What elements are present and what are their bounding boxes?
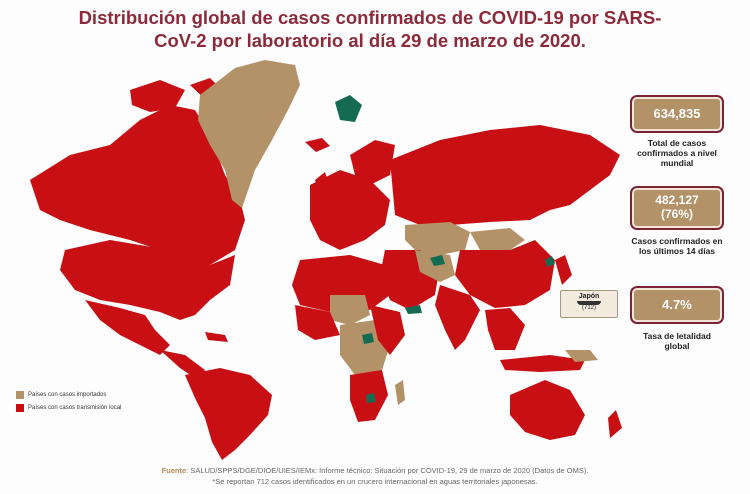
legend-item-imported: Países con casos importados bbox=[16, 391, 121, 399]
north-america bbox=[30, 78, 245, 380]
canada-alaska bbox=[30, 105, 245, 265]
stat-box-recent: 482,127 (76%) bbox=[630, 186, 724, 230]
russia-asia bbox=[380, 125, 620, 372]
iceland bbox=[305, 138, 330, 152]
footer-source-label: Fuente bbox=[161, 466, 187, 475]
africa-no-cases bbox=[362, 333, 374, 344]
title-line-1: Distribución global de casos confirmados… bbox=[78, 7, 662, 28]
legend-swatch-imported bbox=[16, 391, 24, 399]
australia bbox=[510, 380, 585, 440]
stat-lethality-value: 4.7% bbox=[662, 297, 692, 312]
stat-recent-label: Casos confirmados en los últimos 14 días bbox=[631, 236, 723, 256]
china bbox=[455, 240, 555, 308]
stat-recent-percent: (76%) bbox=[660, 207, 693, 221]
ship-icon bbox=[577, 301, 601, 305]
central-america bbox=[160, 350, 205, 380]
stat-lethality-label: Tasa de letalidad global bbox=[643, 331, 711, 351]
southern-africa-no-cases bbox=[366, 393, 376, 403]
east-africa bbox=[370, 305, 405, 355]
footer-note: *Se reportan 712 casos identificados en … bbox=[212, 477, 538, 486]
stat-box-lethality: 4.7% bbox=[630, 286, 724, 324]
legend-label-imported: Países con casos importados bbox=[28, 392, 107, 398]
central-asia-no-cases bbox=[430, 255, 445, 266]
yemen-no-cases bbox=[405, 305, 422, 314]
oceania bbox=[510, 380, 622, 440]
legend-item-local: Países con casos transmisión local bbox=[16, 404, 121, 412]
world-map bbox=[30, 60, 622, 460]
southeast-asia bbox=[485, 308, 525, 350]
north-korea-no-cases bbox=[545, 256, 555, 267]
stat-total-value: 634,835 bbox=[653, 106, 701, 121]
map-legend: Países con casos importados Países con c… bbox=[16, 391, 121, 417]
japan-callout: Japón (712) bbox=[560, 290, 618, 318]
stat-total-label: Total de casos confirmados a nivel mundi… bbox=[637, 138, 717, 168]
south-america-land bbox=[185, 368, 272, 460]
africa bbox=[292, 255, 405, 422]
west-africa bbox=[295, 305, 340, 340]
japan-count: (712) bbox=[581, 305, 596, 311]
usa bbox=[60, 240, 235, 320]
japan-name: Japón bbox=[578, 293, 600, 300]
page-title: Distribución global de casos confirmados… bbox=[30, 6, 710, 52]
stat-box-total: 634,835 bbox=[630, 95, 724, 133]
legend-label-local: Países con casos transmisión local bbox=[28, 405, 122, 411]
title-line-2: CoV-2 por laboratorio al día 29 de marzo… bbox=[154, 30, 586, 51]
new-guinea bbox=[565, 350, 598, 362]
arctic-islands bbox=[130, 78, 222, 112]
new-zealand bbox=[608, 410, 622, 438]
sahel bbox=[330, 295, 370, 325]
mexico bbox=[85, 300, 170, 355]
scandinavia bbox=[350, 140, 395, 185]
russia bbox=[390, 125, 620, 225]
stat-recent-value: 482,127 bbox=[655, 193, 699, 207]
footer-source: Fuente: SALUD/SPPS/DGE/DIOE/UIES/IEMx: I… bbox=[0, 466, 750, 475]
madagascar bbox=[395, 380, 405, 405]
kazakhstan bbox=[405, 222, 470, 255]
footer-source-text: : SALUD/SPPS/DGE/DIOE/UIES/IEMx: Informe… bbox=[186, 466, 589, 475]
indonesia bbox=[500, 355, 585, 372]
korea-japan bbox=[555, 255, 572, 285]
no-cases-areas bbox=[362, 255, 555, 403]
europe bbox=[310, 140, 395, 250]
south-america bbox=[185, 368, 272, 460]
greenland bbox=[198, 60, 300, 208]
caribbean bbox=[205, 332, 228, 342]
svalbard bbox=[335, 95, 362, 122]
india bbox=[435, 285, 480, 350]
legend-swatch-local bbox=[16, 404, 24, 412]
mongolia bbox=[470, 228, 525, 250]
europe-land bbox=[310, 170, 390, 250]
central-asia bbox=[415, 250, 455, 282]
uk bbox=[315, 172, 330, 195]
